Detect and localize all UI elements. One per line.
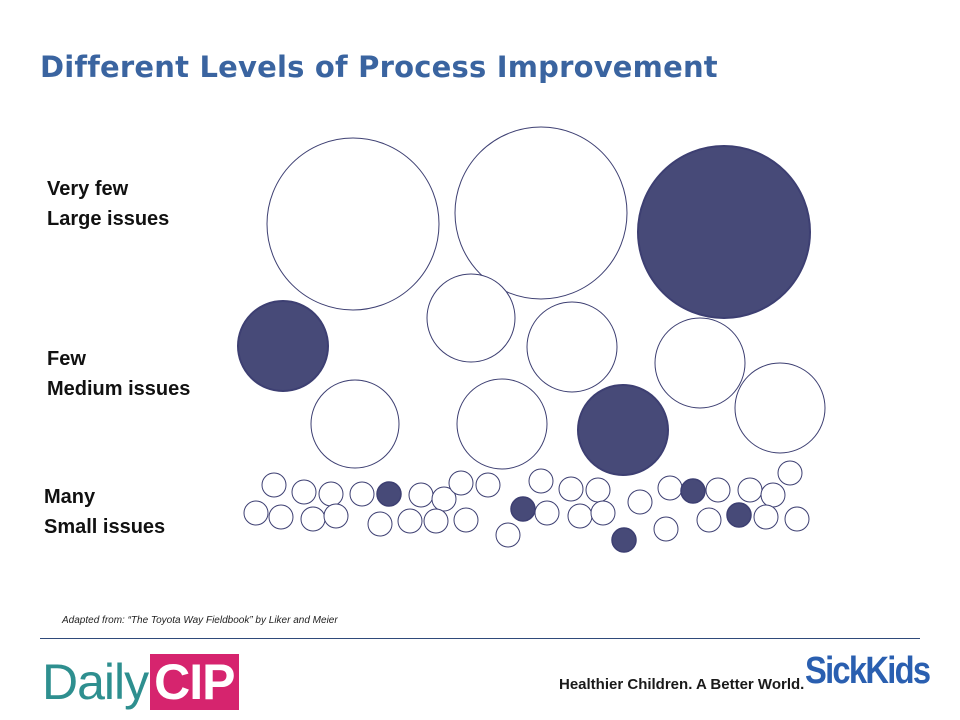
small-issue-circle <box>777 460 803 486</box>
small-issue-circle <box>657 475 683 501</box>
small-issue-circle <box>528 468 554 494</box>
medium-issue-circle <box>734 362 826 454</box>
label-large-issues: Very few Large issues <box>47 174 169 234</box>
medium-issue-circle <box>310 379 400 469</box>
medium-issue-circle-highlighted <box>577 384 669 476</box>
small-issue-circle <box>367 511 393 537</box>
small-issue-circle <box>268 504 294 530</box>
small-issue-circle <box>495 522 521 548</box>
small-issue-circle-highlighted <box>510 496 536 522</box>
small-issue-circle <box>475 472 501 498</box>
small-issue-circle <box>300 506 326 532</box>
small-issue-circle <box>567 503 593 529</box>
source-credit: Adapted from: “The Toyota Way Fieldbook”… <box>62 615 338 626</box>
small-issue-circle <box>585 477 611 503</box>
small-issue-circle <box>318 481 344 507</box>
small-issue-circle <box>760 482 786 508</box>
small-issue-circle <box>558 476 584 502</box>
label-medium-issues: Few Medium issues <box>47 344 190 404</box>
large-issue-circle <box>266 137 440 311</box>
small-issue-circle <box>705 477 731 503</box>
small-issue-circle <box>784 506 810 532</box>
small-issue-circle <box>243 500 269 526</box>
large-issue-circle <box>454 126 628 300</box>
small-issue-circle <box>349 481 375 507</box>
small-issue-circle <box>397 508 423 534</box>
page-title: Different Levels of Process Improvement <box>40 50 718 84</box>
small-issue-circle <box>408 482 434 508</box>
small-issue-circle-highlighted <box>726 502 752 528</box>
small-issue-circle <box>291 479 317 505</box>
medium-issue-circle <box>654 317 746 409</box>
label-large-line1: Very few <box>47 178 129 200</box>
dailycip-logo: Daily CIP <box>42 652 239 712</box>
small-issue-circle <box>590 500 616 526</box>
sickkids-logo: SickKids <box>805 650 931 692</box>
label-small-line1: Many <box>44 486 96 508</box>
logo-part-cip: CIP <box>150 654 239 710</box>
footer-divider <box>40 638 920 639</box>
small-issue-circle <box>423 508 449 534</box>
large-issue-circle-highlighted <box>637 145 811 319</box>
small-issue-circle <box>534 500 560 526</box>
medium-issue-circle <box>526 301 618 393</box>
small-issue-circle <box>453 507 479 533</box>
medium-issue-circle <box>426 273 516 363</box>
label-small-issues: Many Small issues <box>44 482 165 542</box>
small-issue-circle <box>653 516 679 542</box>
label-small-line2: Small issues <box>44 516 166 538</box>
small-issue-circle <box>627 489 653 515</box>
label-medium-line1: Few <box>47 348 86 370</box>
small-issue-circle <box>737 477 763 503</box>
small-issue-circle-highlighted <box>376 481 402 507</box>
small-issue-circle-highlighted <box>611 527 637 553</box>
medium-issue-circle <box>456 378 548 470</box>
small-issue-circle <box>448 470 474 496</box>
small-issue-circle <box>431 486 457 512</box>
label-large-line2: Large issues <box>47 208 170 230</box>
label-medium-line2: Medium issues <box>47 378 191 400</box>
small-issue-circle <box>753 504 779 530</box>
logo-part-daily: Daily <box>42 654 149 710</box>
small-issue-circle <box>323 503 349 529</box>
medium-issue-circle-highlighted <box>237 300 329 392</box>
tagline: Healthier Children. A Better World. <box>559 676 805 693</box>
small-issue-circle-highlighted <box>680 478 706 504</box>
small-issue-circle <box>261 472 287 498</box>
small-issue-circle <box>696 507 722 533</box>
